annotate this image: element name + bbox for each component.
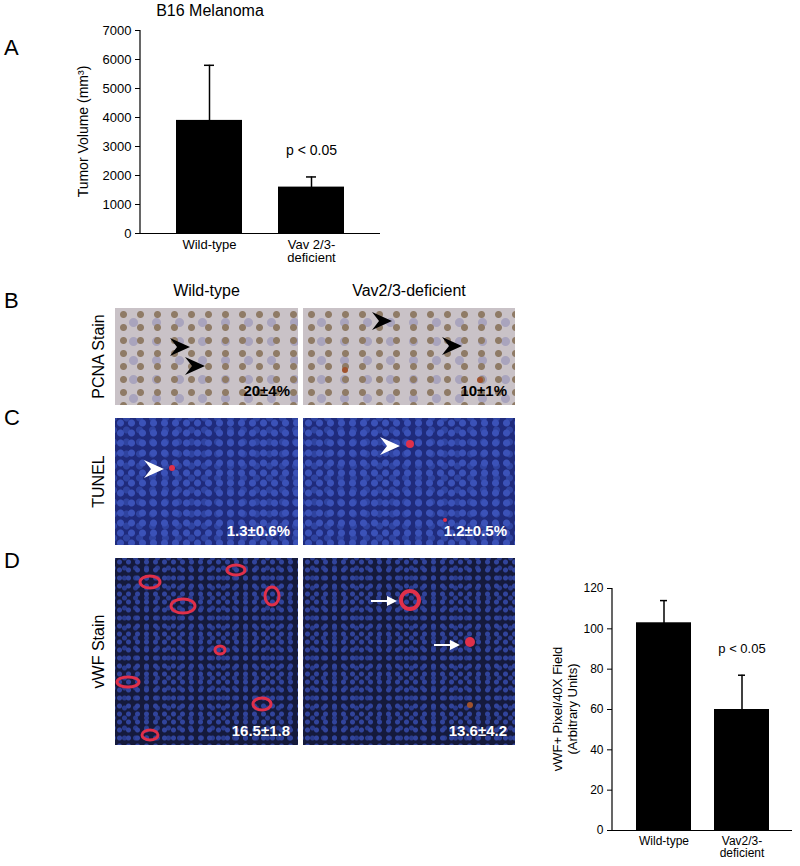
- svg-text:0: 0: [124, 226, 131, 241]
- svg-text:120: 120: [583, 581, 603, 595]
- svg-text:80: 80: [590, 662, 604, 676]
- svg-text:Tumor Volume (mm³): Tumor Volume (mm³): [75, 66, 91, 198]
- svg-text:Vav 2/3-deficient: Vav 2/3-deficient: [287, 237, 336, 265]
- svg-text:4000: 4000: [103, 110, 132, 125]
- html-text:B16 Melanoma: B16 Melanoma: [156, 2, 264, 19]
- svg-text:0: 0: [597, 823, 604, 837]
- svg-text:100: 100: [583, 622, 603, 636]
- svg-text:D: D: [4, 548, 20, 573]
- svg-text:60: 60: [590, 702, 604, 716]
- svg-text:Wild-type: Wild-type: [639, 834, 689, 848]
- svg-text:16.5±1.8: 16.5±1.8: [232, 722, 290, 739]
- svg-text:vWF+ Pixel/40X Field: vWF+ Pixel/40X Field: [550, 647, 565, 772]
- svg-text:10±1%: 10±1%: [460, 382, 507, 399]
- svg-text:1000: 1000: [103, 197, 132, 212]
- svg-text:5000: 5000: [103, 81, 132, 96]
- svg-text:A: A: [4, 35, 19, 60]
- svg-text:PCNA Stain: PCNA Stain: [90, 314, 107, 398]
- svg-text:p < 0.05: p < 0.05: [286, 142, 337, 158]
- svg-text:Wild-type: Wild-type: [182, 237, 236, 252]
- svg-text:1.2±0.5%: 1.2±0.5%: [444, 522, 507, 539]
- svg-text:B: B: [4, 288, 19, 313]
- svg-text:7000: 7000: [103, 23, 132, 38]
- svg-text:13.6±4.2: 13.6±4.2: [449, 722, 507, 739]
- svg-text:Vav2/3-deficient: Vav2/3-deficient: [352, 282, 466, 299]
- svg-text:TUNEL: TUNEL: [90, 455, 107, 508]
- svg-text:1.3±0.6%: 1.3±0.6%: [227, 522, 290, 539]
- svg-text:2000: 2000: [103, 168, 132, 183]
- svg-text:vWF Stain: vWF Stain: [90, 615, 107, 689]
- svg-text:20: 20: [590, 783, 604, 797]
- svg-text:3000: 3000: [103, 139, 132, 154]
- svg-text:6000: 6000: [103, 52, 132, 67]
- svg-text:Vav2/3-deficient: Vav2/3-deficient: [720, 834, 765, 860]
- svg-text:(Arbitrary Units): (Arbitrary Units): [565, 663, 580, 754]
- svg-text:20±4%: 20±4%: [243, 382, 290, 399]
- svg-text:40: 40: [590, 743, 604, 757]
- svg-text:p < 0.05: p < 0.05: [718, 641, 765, 656]
- svg-text:Wild-type: Wild-type: [173, 282, 240, 299]
- svg-text:C: C: [4, 405, 20, 430]
